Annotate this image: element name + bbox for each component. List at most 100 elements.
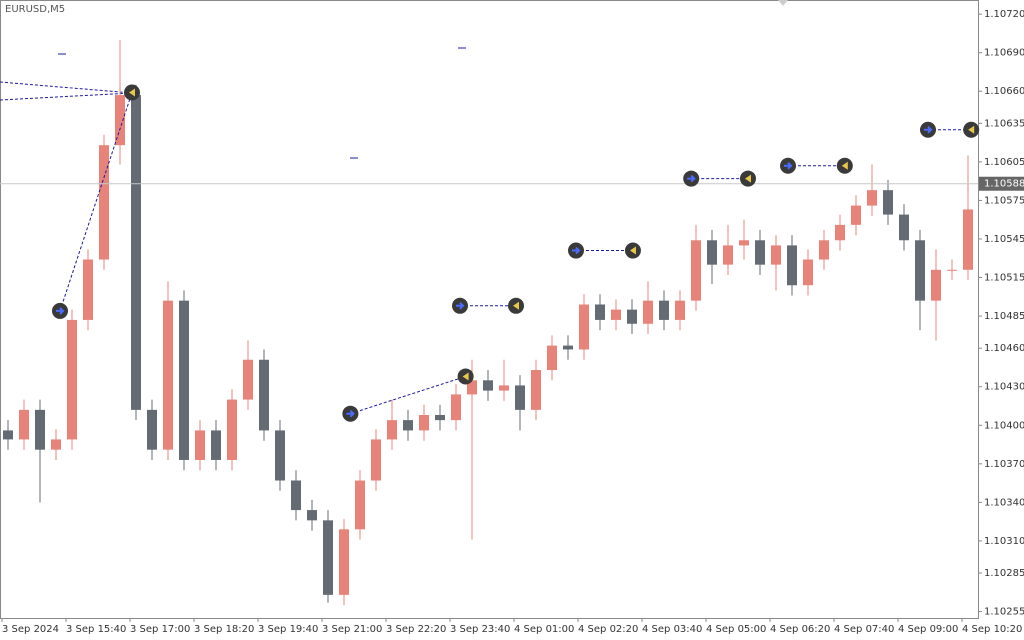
exit-arrow bbox=[462, 372, 469, 381]
candle-body bbox=[99, 145, 109, 260]
candle-body bbox=[147, 409, 157, 450]
candle-body bbox=[451, 394, 461, 421]
candle-body bbox=[915, 240, 925, 301]
candle-body bbox=[643, 300, 653, 324]
candle-body bbox=[307, 510, 317, 521]
y-tick-label: 1.10285 bbox=[984, 568, 1024, 579]
x-tick-label: 3 Sep 21:00 bbox=[322, 624, 382, 635]
trade-line bbox=[350, 375, 466, 415]
x-tick-label: 3 Sep 23:40 bbox=[450, 624, 510, 635]
x-tick-label: 4 Sep 06:20 bbox=[770, 624, 830, 635]
candle-body bbox=[403, 420, 413, 431]
x-tick-label: 3 Sep 22:20 bbox=[386, 624, 446, 635]
candle-body bbox=[755, 240, 765, 265]
candle-body bbox=[675, 300, 685, 320]
exit-arrow bbox=[968, 125, 975, 134]
x-tick-label: 4 Sep 09:00 bbox=[898, 624, 958, 635]
y-tick-label: 1.10310 bbox=[984, 536, 1024, 547]
candle-body bbox=[947, 269, 957, 271]
candle-body bbox=[163, 300, 173, 450]
entry-arrow bbox=[572, 246, 581, 255]
candle-body bbox=[627, 309, 637, 324]
y-tick-label: 1.10605 bbox=[984, 157, 1024, 168]
candle-body bbox=[67, 319, 77, 440]
y-tick-label: 1.10485 bbox=[984, 311, 1024, 322]
x-tick-label: 3 Sep 2024 bbox=[2, 624, 59, 635]
candle-body bbox=[179, 300, 189, 460]
candle-body bbox=[275, 430, 285, 481]
entry-arrow bbox=[924, 126, 933, 134]
candle-body bbox=[723, 245, 733, 265]
candle-body bbox=[803, 259, 813, 286]
candle-body bbox=[243, 359, 253, 400]
candle-body bbox=[867, 190, 877, 206]
candle-body bbox=[371, 439, 381, 481]
candle-body bbox=[323, 520, 333, 595]
candle-body bbox=[595, 304, 605, 320]
candle-body bbox=[131, 95, 141, 410]
candle-body bbox=[611, 309, 621, 320]
candle-body bbox=[691, 240, 701, 301]
candle-body bbox=[707, 240, 717, 265]
price-box bbox=[979, 176, 1024, 191]
x-tick-label: 3 Sep 15:40 bbox=[66, 624, 126, 635]
exit-arrow bbox=[129, 88, 135, 97]
candle-body bbox=[291, 480, 301, 511]
x-tick-label: 4 Sep 03:40 bbox=[642, 624, 702, 635]
x-tick-label: 4 Sep 05:00 bbox=[706, 624, 766, 635]
candle-body bbox=[563, 345, 573, 350]
exit-arrow bbox=[745, 174, 751, 183]
y-tick-label: 1.10340 bbox=[984, 497, 1024, 508]
candle-body bbox=[227, 399, 237, 460]
candle-body bbox=[931, 269, 941, 301]
x-tick-label: 4 Sep 07:40 bbox=[834, 624, 894, 635]
candle-body bbox=[19, 409, 29, 440]
exit-arrow bbox=[629, 246, 636, 255]
candle-body bbox=[467, 380, 477, 395]
candle-body bbox=[835, 224, 845, 241]
candle-body bbox=[883, 190, 893, 215]
entry-arrow bbox=[56, 307, 65, 315]
entry-arrow bbox=[456, 302, 465, 310]
candle-body bbox=[35, 409, 45, 450]
candle-body bbox=[531, 370, 541, 410]
entry-arrow bbox=[784, 162, 793, 170]
x-tick-label: 4 Sep 01:00 bbox=[514, 624, 574, 635]
candle-body bbox=[547, 345, 557, 371]
candle-body bbox=[83, 259, 93, 320]
candle-body bbox=[387, 420, 397, 440]
y-tick-label: 1.10545 bbox=[984, 234, 1024, 245]
current-price-label: 1.10588 bbox=[984, 179, 1024, 190]
y-tick-label: 1.10460 bbox=[984, 343, 1024, 354]
candle-body bbox=[963, 209, 973, 270]
y-tick-label: 1.10720 bbox=[984, 9, 1024, 20]
y-tick-label: 1.10575 bbox=[984, 195, 1024, 206]
x-tick-label: 3 Sep 17:00 bbox=[130, 624, 190, 635]
candle-body bbox=[3, 430, 13, 440]
candle-body bbox=[435, 414, 445, 421]
trade-line bbox=[59, 92, 133, 312]
x-tick-label: 4 Sep 10:20 bbox=[962, 624, 1022, 635]
candle-body bbox=[771, 245, 781, 265]
candle-body bbox=[211, 430, 221, 460]
candle-body bbox=[259, 359, 269, 431]
y-tick-label: 1.10690 bbox=[984, 48, 1024, 59]
y-tick-label: 1.10660 bbox=[984, 86, 1024, 97]
candle-body bbox=[419, 414, 429, 431]
candle-body bbox=[515, 385, 525, 410]
candle-body bbox=[819, 240, 829, 260]
shift-marker bbox=[778, 0, 788, 6]
exit-arrow bbox=[513, 301, 519, 310]
candle-body bbox=[659, 300, 669, 320]
y-tick-label: 1.10430 bbox=[984, 382, 1024, 393]
y-tick-label: 1.10515 bbox=[984, 273, 1024, 284]
y-tick-label: 1.10635 bbox=[984, 118, 1024, 129]
candle-body bbox=[115, 95, 125, 146]
history-line bbox=[0, 92, 133, 101]
candle-body bbox=[739, 240, 749, 246]
candle-body bbox=[355, 480, 365, 530]
candle-body bbox=[499, 385, 509, 391]
y-tick-label: 1.10400 bbox=[984, 420, 1024, 431]
